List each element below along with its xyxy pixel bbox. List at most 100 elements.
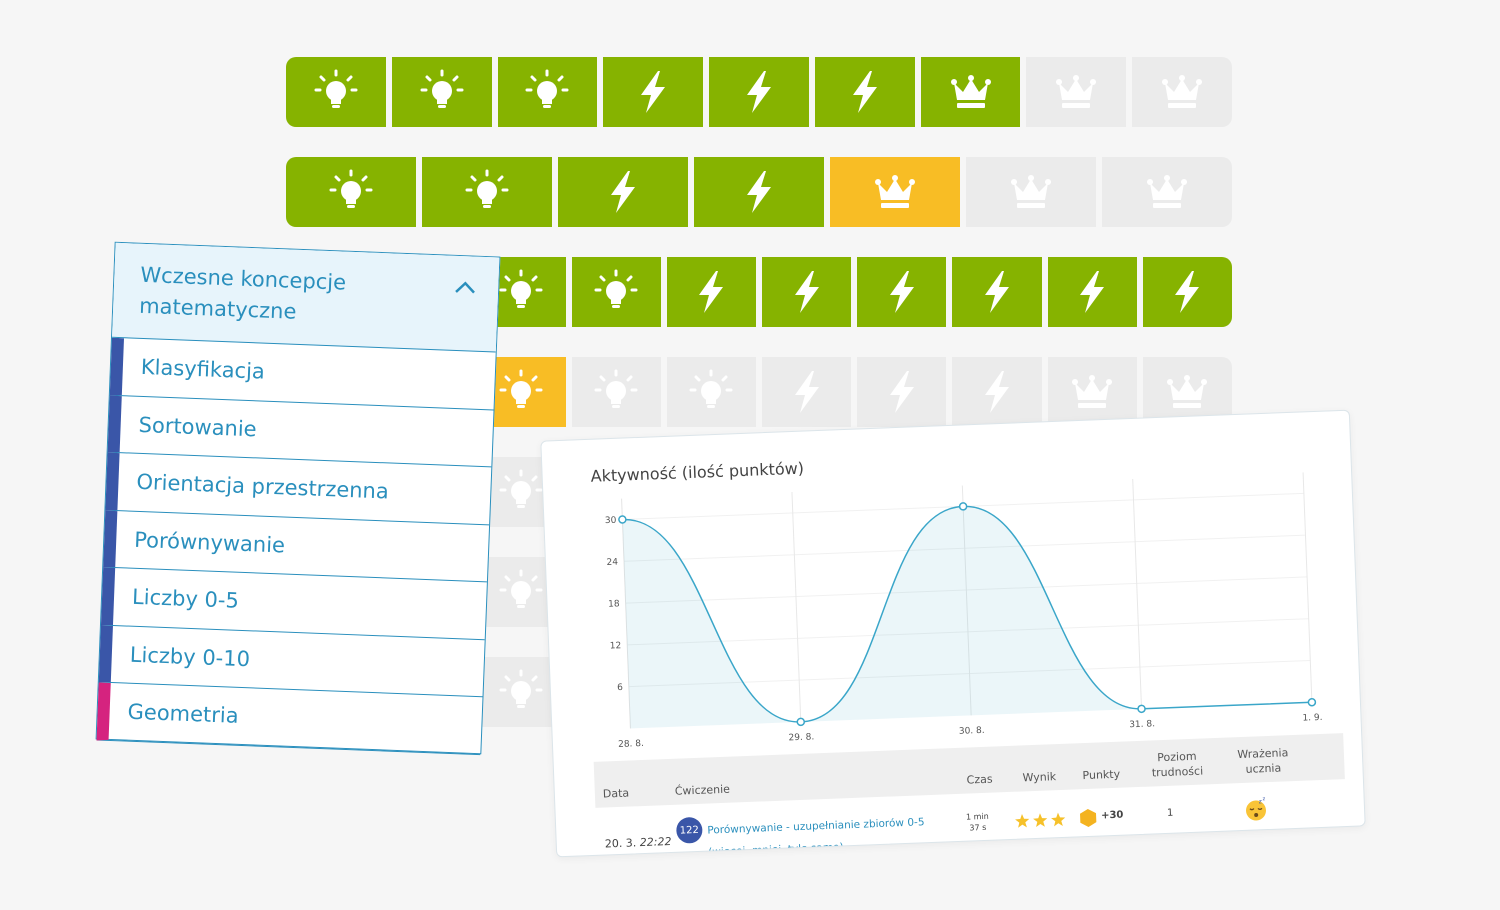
icon bbox=[691, 371, 731, 408]
tile bbox=[709, 57, 809, 127]
icon bbox=[501, 471, 541, 508]
icon bbox=[699, 271, 723, 313]
tile bbox=[391, 57, 492, 127]
badge: 122 bbox=[675, 816, 703, 844]
icon bbox=[795, 371, 819, 413]
tile bbox=[422, 157, 552, 227]
tile-icon bbox=[463, 168, 511, 216]
tile bbox=[1047, 357, 1137, 427]
tile-icon bbox=[687, 368, 735, 416]
tile bbox=[603, 57, 704, 127]
tile-icon bbox=[1158, 68, 1206, 116]
tile bbox=[286, 57, 386, 127]
col-header: Ćwiczenie bbox=[674, 782, 731, 798]
time: 22:22 bbox=[639, 834, 672, 850]
y-tick-label: 12 bbox=[610, 641, 622, 651]
tile-icon bbox=[523, 68, 571, 116]
tile-icon bbox=[1068, 268, 1116, 316]
tile-icon bbox=[687, 268, 735, 316]
icon bbox=[596, 371, 636, 408]
icon bbox=[875, 175, 915, 208]
icon bbox=[316, 71, 356, 108]
star bbox=[1015, 813, 1030, 828]
collapse-chevron[interactable] bbox=[454, 280, 477, 295]
tile-icon bbox=[592, 368, 640, 416]
tile-icon bbox=[735, 68, 783, 116]
chart: Aktywność (ilość punktów) 6 12 18 24 30 28. 8… bbox=[590, 459, 1322, 750]
activity-card: Aktywność (ilość punktów) 6 12 18 24 30 28. 8… bbox=[540, 409, 1366, 858]
icon bbox=[501, 571, 541, 608]
tile bbox=[952, 257, 1042, 327]
icon bbox=[331, 171, 371, 208]
icon bbox=[501, 371, 541, 408]
col-header: Poziom trudności bbox=[1151, 749, 1204, 780]
duration: 1 min 37 s bbox=[966, 811, 990, 834]
icon bbox=[1175, 271, 1199, 313]
icon bbox=[890, 271, 914, 313]
star bbox=[1051, 812, 1066, 827]
tile-icon bbox=[1143, 168, 1191, 216]
icon bbox=[1147, 175, 1187, 208]
exercise-link[interactable]: Porównywanie - uzupełnianie zbiorów 0-5 … bbox=[707, 816, 925, 858]
icon bbox=[795, 271, 819, 313]
line bbox=[622, 505, 1312, 723]
menu-title: Wczesne koncepcje matematyczne bbox=[138, 262, 347, 324]
menu-header[interactable]: Wczesne koncepcje matematyczne bbox=[112, 242, 500, 353]
tile bbox=[1047, 257, 1137, 327]
tile-icon bbox=[841, 68, 889, 116]
tile bbox=[857, 357, 947, 427]
points: +30 bbox=[1100, 809, 1124, 822]
tile bbox=[830, 157, 960, 227]
icon bbox=[853, 71, 877, 113]
icon bbox=[951, 75, 991, 108]
tile-icon bbox=[973, 268, 1021, 316]
x-tick-label: 1. 9. bbox=[1302, 713, 1322, 724]
tile-icon bbox=[312, 68, 360, 116]
x-tick-label: 31. 8. bbox=[1129, 719, 1155, 730]
tile bbox=[920, 57, 1021, 127]
icon bbox=[596, 271, 636, 308]
col-header: Czas bbox=[966, 772, 993, 787]
tile-icon bbox=[497, 668, 545, 716]
tile-icon bbox=[599, 168, 647, 216]
col-header: Punkty bbox=[1082, 767, 1121, 783]
tile-icon bbox=[878, 268, 926, 316]
icon bbox=[527, 71, 567, 108]
tile-icon bbox=[783, 368, 831, 416]
tile bbox=[814, 57, 915, 127]
y-tick-label: 18 bbox=[608, 599, 620, 609]
tile bbox=[571, 257, 661, 327]
x-tick-label: 29. 8. bbox=[788, 732, 814, 743]
icon bbox=[747, 71, 771, 113]
icon bbox=[422, 71, 462, 108]
icon bbox=[1011, 175, 1051, 208]
tile-icon bbox=[735, 168, 783, 216]
icon bbox=[1162, 75, 1202, 108]
table-row: 20. 3. 22:22 122 Porównywanie - uzupełni… bbox=[554, 734, 1361, 857]
tile bbox=[694, 157, 824, 227]
tile bbox=[497, 57, 598, 127]
duration-min: 1 min bbox=[965, 811, 989, 822]
tile bbox=[1026, 57, 1127, 127]
tile bbox=[966, 157, 1096, 227]
col-header: Wrażenia ucznia bbox=[1237, 746, 1289, 776]
x-tick-label: 30. 8. bbox=[959, 726, 985, 737]
svg-text:z: z bbox=[1262, 797, 1265, 802]
col-header: Data bbox=[602, 786, 630, 801]
tile bbox=[762, 257, 852, 327]
point bbox=[1137, 704, 1146, 714]
tile-icon bbox=[497, 468, 545, 516]
tile-row bbox=[286, 57, 1232, 127]
tile-icon bbox=[592, 268, 640, 316]
row-date: 20. 3. 22:22 bbox=[605, 835, 672, 851]
col-header: Wynik bbox=[1022, 770, 1057, 785]
tile-icon bbox=[418, 68, 466, 116]
tile bbox=[762, 357, 852, 427]
plot-border bbox=[621, 498, 631, 729]
star bbox=[1033, 813, 1048, 828]
y-tick-label: 30 bbox=[605, 516, 617, 526]
grid-line-vertical bbox=[1132, 478, 1143, 709]
tile-icon bbox=[497, 568, 545, 616]
icon bbox=[985, 371, 1009, 413]
